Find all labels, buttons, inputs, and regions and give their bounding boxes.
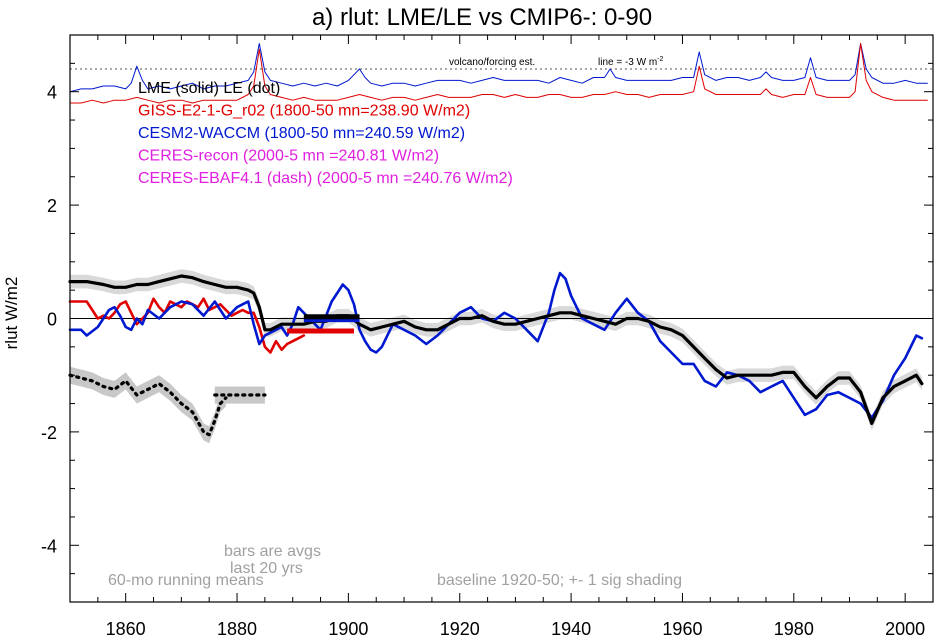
average-bars — [287, 314, 360, 334]
baseline-note: baseline 1920-50; +- 1 sig shading — [437, 572, 682, 589]
series-giss-e2-1-g-r02 — [68, 297, 306, 354]
x-tick-label-1920: 1920 — [440, 619, 480, 639]
x-tick-label-1940: 1940 — [551, 619, 591, 639]
line-scale-label: line = -3 W m-2 — [598, 56, 664, 68]
x-tick-label-1860: 1860 — [106, 619, 146, 639]
confidence-shading — [70, 269, 922, 444]
shading-lme-1-sig — [70, 269, 922, 431]
x-tick-label-1960: 1960 — [662, 619, 702, 639]
series-giss-e2-1-g-r02-volcano-forcing — [69, 43, 928, 104]
y-tick-label-0: 0 — [47, 310, 57, 330]
legend-entry-1: GISS-E2-1-G_r02 (1800-50 mn=238.90 W/m2) — [138, 103, 470, 120]
bars-note-line-1: bars are avgs — [224, 543, 321, 560]
y-axis: -4 -2 0 2 4 — [41, 34, 933, 603]
series-lme-solid — [68, 274, 924, 425]
x-axis: 1860 1880 1900 1920 1940 1960 1980 2000 — [69, 35, 934, 639]
y-tick-label--2: -2 — [41, 423, 57, 443]
chart-title: a) rlut: LME/LE vs CMIP6-: 0-90 — [312, 4, 652, 31]
legend-entry-2: CESM2-WACCM (1800-50 mn=240.59 W/m2) — [138, 125, 465, 142]
series-le-dot — [68, 373, 228, 437]
shading-le-1-sig — [70, 366, 226, 444]
x-tick-label-1900: 1900 — [328, 619, 368, 639]
y-tick-label-2: 2 — [47, 196, 57, 216]
shading-le-recent-1-sig — [214, 386, 265, 404]
x-tick-label-1880: 1880 — [217, 619, 257, 639]
x-tick-label-2000: 2000 — [885, 619, 925, 639]
x-tick-label-1980: 1980 — [774, 619, 814, 639]
legend-entry-4: CERES-EBAF4.1 (dash) (2000-5 mn =240.76 … — [138, 170, 513, 187]
series-cesm2-waccm — [68, 271, 924, 420]
y-tick-label-4: 4 — [47, 83, 57, 103]
series-cesm2-waccm-volcano-forcing — [69, 43, 928, 93]
plot-area — [68, 43, 933, 444]
legend: LME (solid) LE (dot) GISS-E2-1-G_r02 (180… — [138, 80, 513, 187]
y-axis-label: rlut W/m2 — [2, 277, 21, 350]
legend-entry-0: LME (solid) LE (dot) — [138, 80, 280, 97]
running-means-note: 60-mo running means — [108, 572, 264, 589]
y-tick-label--4: -4 — [41, 536, 57, 556]
legend-entry-3: CERES-recon (2000-5 mn =240.81 W/m2) — [138, 148, 439, 165]
bars-note-line-2: last 20 yrs — [230, 560, 303, 577]
data-series — [68, 43, 928, 437]
volcano-forcing-label: volcano/forcing est. — [449, 57, 535, 68]
